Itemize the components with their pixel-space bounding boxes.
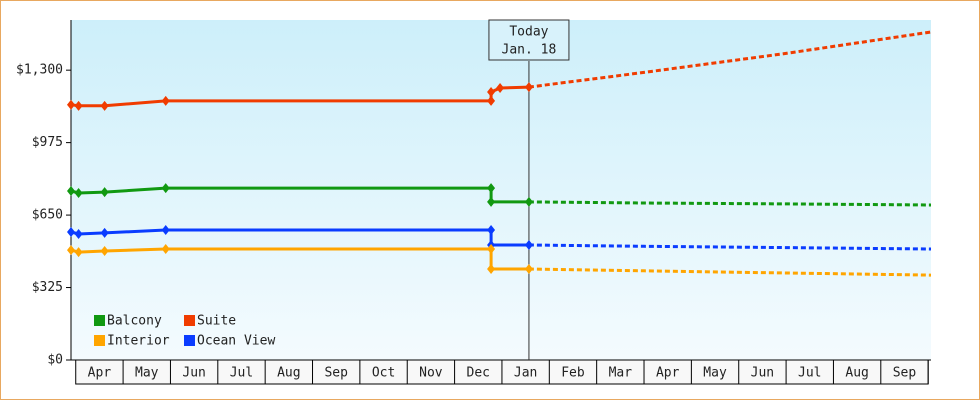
price-point xyxy=(67,227,75,238)
x-tick-label: Apr xyxy=(656,366,680,381)
x-tick-label: Jul xyxy=(798,366,821,381)
x-tick-label: Sep xyxy=(893,366,917,381)
price-point xyxy=(161,95,170,106)
x-tick-label: May xyxy=(135,366,159,381)
price-point xyxy=(487,225,496,236)
y-tick-label: $650 xyxy=(32,208,63,223)
plot-area xyxy=(71,20,931,360)
legend-label: Ocean View xyxy=(197,334,275,349)
today-label: Today xyxy=(509,25,548,40)
x-tick-label: Jul xyxy=(230,366,253,381)
forecast-line xyxy=(528,243,932,251)
forecast-line xyxy=(528,267,932,277)
x-tick-label: Oct xyxy=(372,366,395,381)
y-tick-label: $1,300 xyxy=(16,63,63,78)
y-tick-label: $325 xyxy=(32,280,63,295)
price-point xyxy=(487,243,496,254)
price-point xyxy=(487,183,496,194)
price-point xyxy=(524,196,533,207)
x-tick-label: Jun xyxy=(751,366,774,381)
x-tick-label: Nov xyxy=(419,366,443,381)
price-point xyxy=(74,229,83,240)
price-point xyxy=(100,245,109,256)
x-tick-label: May xyxy=(703,366,727,381)
x-tick-label: Aug xyxy=(845,366,868,381)
price-point xyxy=(524,264,533,275)
price-point xyxy=(487,95,496,106)
price-point xyxy=(161,183,170,194)
x-tick-label: Jun xyxy=(182,366,205,381)
price-point xyxy=(496,83,505,93)
price-point xyxy=(74,100,83,111)
legend-label: Suite xyxy=(197,314,236,329)
price-point xyxy=(67,186,75,197)
price-point xyxy=(100,100,109,111)
today-box xyxy=(488,19,570,61)
legend-label: Interior xyxy=(107,334,170,349)
y-tick-label: $975 xyxy=(32,135,63,150)
price-point xyxy=(74,188,83,199)
x-tick-label: Jan xyxy=(514,366,537,381)
price-point xyxy=(161,243,170,254)
x-tick-label: Aug xyxy=(277,366,300,381)
price-point xyxy=(100,227,109,238)
price-point xyxy=(67,99,75,110)
today-date: Jan. 18 xyxy=(502,43,557,58)
legend-swatch xyxy=(94,315,105,326)
forecast-line xyxy=(528,30,932,89)
x-tick-label: Apr xyxy=(88,366,112,381)
legend-swatch xyxy=(184,335,195,346)
forecast-line xyxy=(528,200,932,207)
legend-swatch xyxy=(184,315,195,326)
price-point xyxy=(524,239,533,250)
price-point xyxy=(487,264,496,275)
price-point xyxy=(487,87,496,98)
price-point xyxy=(100,187,109,198)
x-tick-label: Sep xyxy=(324,366,348,381)
price-point xyxy=(161,225,170,236)
x-tick-label: Mar xyxy=(609,366,633,381)
price-point xyxy=(487,196,496,207)
legend-label: Balcony xyxy=(107,314,162,329)
x-tick-label: Dec xyxy=(467,366,490,381)
x-tick-label: Feb xyxy=(561,366,585,381)
y-tick-label: $0 xyxy=(47,353,63,368)
price-point xyxy=(74,247,83,258)
legend-swatch xyxy=(94,335,105,346)
price-point xyxy=(67,245,75,256)
price-point xyxy=(524,82,533,93)
